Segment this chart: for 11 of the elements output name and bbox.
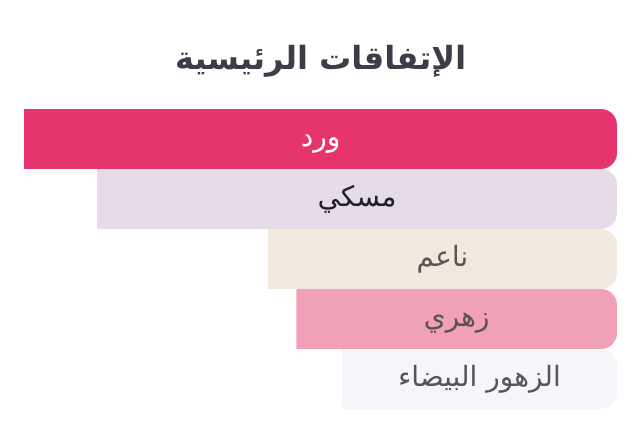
y-tick-label: ناعم xyxy=(416,240,468,273)
chart-title: الإتفاقات الرئيسية xyxy=(174,39,466,77)
bar xyxy=(342,349,617,409)
y-tick-label: زهري xyxy=(424,300,490,333)
bar xyxy=(268,229,617,289)
bar xyxy=(296,289,617,349)
y-tick-label: مسكي xyxy=(318,180,396,213)
y-tick-label: ورد xyxy=(300,120,340,153)
bar xyxy=(96,169,617,229)
bar xyxy=(24,109,617,169)
y-tick-label: الزهور البيضاء xyxy=(398,360,561,393)
